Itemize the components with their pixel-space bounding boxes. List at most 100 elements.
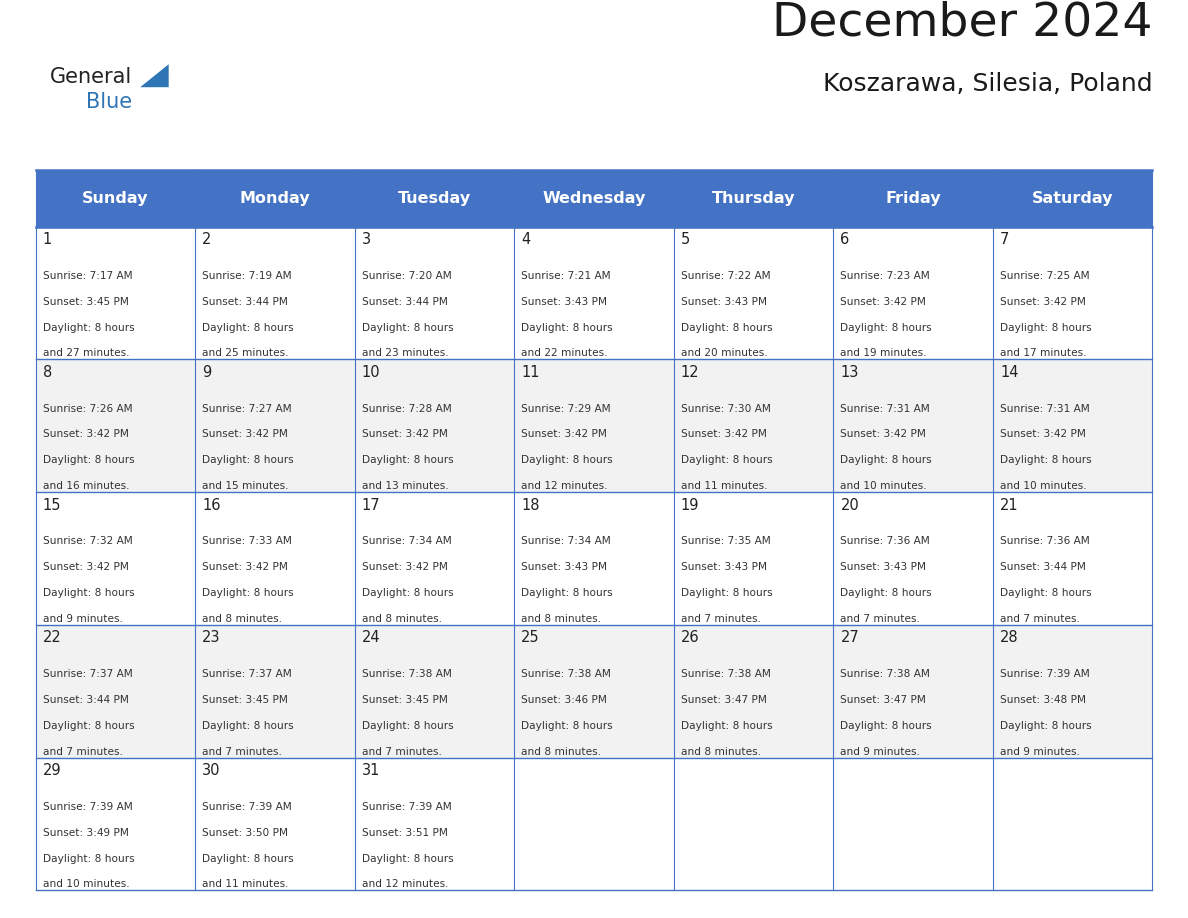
Bar — [674, 360, 833, 492]
Text: Sunset: 3:42 PM: Sunset: 3:42 PM — [202, 562, 289, 572]
Text: Daylight: 8 hours: Daylight: 8 hours — [522, 588, 613, 598]
Bar — [355, 360, 514, 492]
Text: Sunrise: 7:34 AM: Sunrise: 7:34 AM — [362, 536, 451, 546]
Text: Sunset: 3:42 PM: Sunset: 3:42 PM — [1000, 297, 1086, 307]
Text: Sunrise: 7:32 AM: Sunrise: 7:32 AM — [43, 536, 133, 546]
Text: Sunset: 3:44 PM: Sunset: 3:44 PM — [202, 297, 289, 307]
Bar — [674, 492, 833, 625]
Bar — [674, 227, 833, 360]
Text: and 12 minutes.: and 12 minutes. — [362, 879, 448, 890]
Text: Daylight: 8 hours: Daylight: 8 hours — [202, 854, 293, 864]
Text: Sunrise: 7:33 AM: Sunrise: 7:33 AM — [202, 536, 292, 546]
Text: Sunrise: 7:39 AM: Sunrise: 7:39 AM — [202, 801, 292, 812]
Text: and 20 minutes.: and 20 minutes. — [681, 349, 767, 358]
Text: Daylight: 8 hours: Daylight: 8 hours — [1000, 721, 1092, 731]
Text: Sunset: 3:42 PM: Sunset: 3:42 PM — [43, 562, 128, 572]
Bar — [674, 625, 833, 757]
Text: Sunset: 3:42 PM: Sunset: 3:42 PM — [202, 430, 289, 440]
Text: Sunrise: 7:31 AM: Sunrise: 7:31 AM — [840, 404, 930, 413]
Text: 30: 30 — [202, 763, 221, 778]
Text: and 7 minutes.: and 7 minutes. — [681, 614, 760, 624]
Bar — [36, 170, 195, 227]
Text: Sunrise: 7:30 AM: Sunrise: 7:30 AM — [681, 404, 771, 413]
Text: Daylight: 8 hours: Daylight: 8 hours — [681, 322, 772, 332]
Bar — [36, 757, 195, 890]
Bar — [833, 360, 993, 492]
Text: Sunrise: 7:28 AM: Sunrise: 7:28 AM — [362, 404, 451, 413]
Bar — [195, 492, 355, 625]
Text: 28: 28 — [1000, 631, 1018, 645]
Text: 24: 24 — [362, 631, 380, 645]
Text: Sunset: 3:44 PM: Sunset: 3:44 PM — [1000, 562, 1086, 572]
Text: 23: 23 — [202, 631, 221, 645]
Bar — [674, 170, 833, 227]
Bar — [993, 492, 1152, 625]
Bar — [36, 227, 195, 360]
Bar — [833, 492, 993, 625]
Bar — [514, 492, 674, 625]
Bar — [355, 625, 514, 757]
Bar — [36, 625, 195, 757]
Text: and 7 minutes.: and 7 minutes. — [202, 746, 283, 756]
Text: Daylight: 8 hours: Daylight: 8 hours — [840, 721, 933, 731]
Text: and 7 minutes.: and 7 minutes. — [840, 614, 921, 624]
Text: Friday: Friday — [885, 191, 941, 206]
Text: 4: 4 — [522, 232, 531, 247]
Text: 3: 3 — [362, 232, 371, 247]
Text: and 8 minutes.: and 8 minutes. — [681, 746, 760, 756]
Text: Sunrise: 7:17 AM: Sunrise: 7:17 AM — [43, 271, 132, 281]
Text: Daylight: 8 hours: Daylight: 8 hours — [840, 322, 933, 332]
Text: and 11 minutes.: and 11 minutes. — [681, 481, 767, 491]
Text: December 2024: December 2024 — [772, 1, 1152, 46]
Text: Daylight: 8 hours: Daylight: 8 hours — [681, 588, 772, 598]
Text: and 7 minutes.: and 7 minutes. — [43, 746, 122, 756]
Bar — [355, 492, 514, 625]
Bar — [993, 757, 1152, 890]
Text: Daylight: 8 hours: Daylight: 8 hours — [1000, 322, 1092, 332]
Text: and 16 minutes.: and 16 minutes. — [43, 481, 129, 491]
Text: Sunrise: 7:37 AM: Sunrise: 7:37 AM — [202, 669, 292, 679]
Text: Sunset: 3:42 PM: Sunset: 3:42 PM — [840, 430, 927, 440]
Bar — [195, 625, 355, 757]
Bar — [993, 625, 1152, 757]
Text: 25: 25 — [522, 631, 541, 645]
Text: 9: 9 — [202, 365, 211, 380]
Text: and 23 minutes.: and 23 minutes. — [362, 349, 448, 358]
Text: Sunrise: 7:27 AM: Sunrise: 7:27 AM — [202, 404, 292, 413]
Text: Sunset: 3:42 PM: Sunset: 3:42 PM — [362, 430, 448, 440]
Text: and 9 minutes.: and 9 minutes. — [840, 746, 921, 756]
Text: 22: 22 — [43, 631, 62, 645]
Bar — [514, 170, 674, 227]
Text: and 12 minutes.: and 12 minutes. — [522, 481, 608, 491]
Bar — [195, 360, 355, 492]
Text: Sunrise: 7:39 AM: Sunrise: 7:39 AM — [362, 801, 451, 812]
Text: and 9 minutes.: and 9 minutes. — [43, 614, 122, 624]
Text: Sunrise: 7:22 AM: Sunrise: 7:22 AM — [681, 271, 771, 281]
Text: Daylight: 8 hours: Daylight: 8 hours — [681, 455, 772, 465]
Bar — [195, 227, 355, 360]
Text: 21: 21 — [1000, 498, 1018, 513]
Text: Sunrise: 7:29 AM: Sunrise: 7:29 AM — [522, 404, 611, 413]
Text: Thursday: Thursday — [712, 191, 795, 206]
Text: Sunday: Sunday — [82, 191, 148, 206]
Bar — [514, 227, 674, 360]
Text: Daylight: 8 hours: Daylight: 8 hours — [362, 721, 454, 731]
Bar — [195, 170, 355, 227]
Bar — [993, 360, 1152, 492]
Text: Daylight: 8 hours: Daylight: 8 hours — [1000, 588, 1092, 598]
Text: and 8 minutes.: and 8 minutes. — [522, 746, 601, 756]
Bar — [833, 625, 993, 757]
Bar — [36, 492, 195, 625]
Bar — [833, 227, 993, 360]
Bar — [674, 757, 833, 890]
Text: and 13 minutes.: and 13 minutes. — [362, 481, 448, 491]
Text: 12: 12 — [681, 365, 700, 380]
Text: 7: 7 — [1000, 232, 1010, 247]
Text: and 7 minutes.: and 7 minutes. — [1000, 614, 1080, 624]
Bar — [195, 757, 355, 890]
Text: Sunrise: 7:20 AM: Sunrise: 7:20 AM — [362, 271, 451, 281]
Text: 6: 6 — [840, 232, 849, 247]
Text: 16: 16 — [202, 498, 221, 513]
Text: Daylight: 8 hours: Daylight: 8 hours — [43, 588, 134, 598]
Text: 20: 20 — [840, 498, 859, 513]
